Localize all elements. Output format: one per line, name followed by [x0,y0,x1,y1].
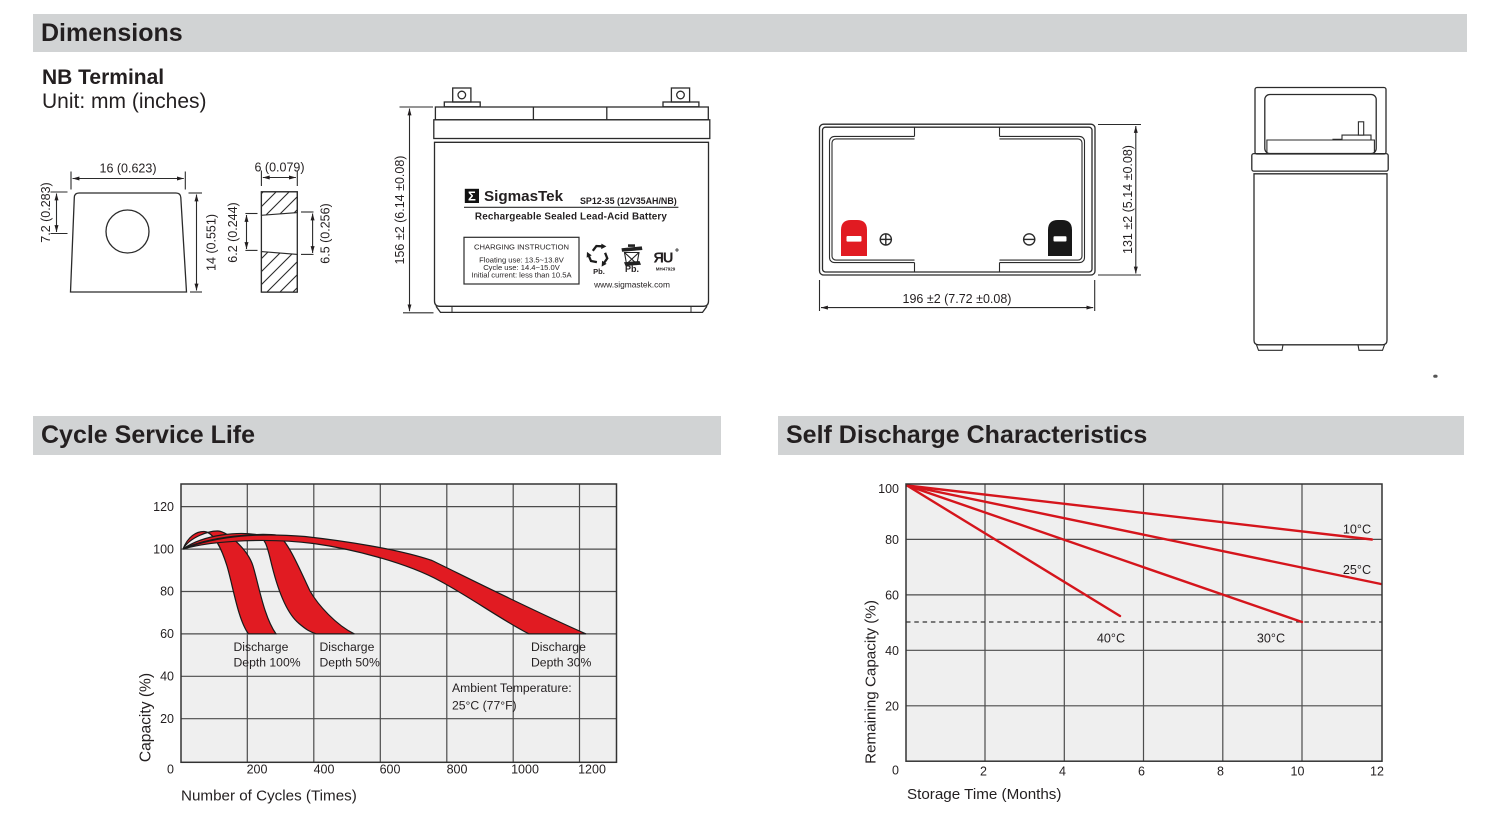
svg-text:6.5 (0.256): 6.5 (0.256) [318,203,332,263]
svg-text:60: 60 [160,627,174,641]
svg-text:Number of Cycles (Times): Number of Cycles (Times) [181,788,357,805]
svg-text:Remaining Capacity (%): Remaining Capacity (%) [863,600,880,764]
svg-text:Rechargeable Sealed Lead-Acid: Rechargeable Sealed Lead-Acid Battery [475,212,668,223]
svg-text:Storage Time (Months): Storage Time (Months) [907,786,1061,803]
svg-text:80: 80 [160,585,174,599]
svg-text:Pb.: Pb. [625,264,639,274]
svg-text:100: 100 [878,482,899,496]
svg-text:1200: 1200 [578,762,606,776]
svg-text:SP12-35 (12V35AH/NB): SP12-35 (12V35AH/NB) [580,196,677,206]
svg-text:6 (0.079): 6 (0.079) [254,161,304,175]
svg-text:Depth 100%: Depth 100% [234,656,301,670]
svg-text:25°C: 25°C [1343,563,1371,577]
svg-text:60: 60 [885,588,899,602]
svg-text:25°C (77°F): 25°C (77°F) [452,699,517,713]
svg-text:400: 400 [314,762,335,776]
svg-text:1000: 1000 [511,762,539,776]
svg-text:100: 100 [153,542,174,556]
svg-text:MH47929: MH47929 [656,267,676,272]
svg-text:Depth 50%: Depth 50% [320,656,380,670]
svg-text:2: 2 [980,765,987,779]
svg-text:10: 10 [1291,765,1305,779]
svg-text:120: 120 [153,500,174,514]
svg-text:Cycle use: 14.4~15.0V: Cycle use: 14.4~15.0V [483,263,561,272]
svg-text:12: 12 [1370,765,1384,779]
svg-text:Initial current: less than 10.: Initial current: less than 10.5A [471,271,572,280]
svg-text:7.2 (0.283): 7.2 (0.283) [39,182,53,242]
svg-text:Capacity (%): Capacity (%) [138,673,155,762]
svg-text:131 ±2 (5.14 ±0.08): 131 ±2 (5.14 ±0.08) [1121,145,1135,254]
svg-text:0: 0 [167,762,174,776]
svg-text:40: 40 [160,670,174,684]
svg-text:8: 8 [1217,765,1224,779]
svg-text:Discharge: Discharge [320,640,375,654]
svg-text:196 ±2 (7.72 ±0.08): 196 ±2 (7.72 ±0.08) [903,292,1012,306]
svg-text:SigmasTek: SigmasTek [484,188,564,205]
svg-text:Discharge: Discharge [531,640,586,654]
svg-text:4: 4 [1059,765,1066,779]
svg-text:6: 6 [1138,765,1145,779]
svg-text:40: 40 [885,644,899,658]
svg-text:www.sigmastek.com: www.sigmastek.com [593,280,670,290]
svg-text:16 (0.623): 16 (0.623) [100,162,157,176]
svg-text:14 (0.551): 14 (0.551) [204,214,218,271]
svg-text:Discharge: Discharge [234,640,289,654]
svg-text:Ambient Temperature:: Ambient Temperature: [452,681,572,695]
svg-text:ЯU: ЯU [654,251,673,267]
svg-text:6.2 (0.244): 6.2 (0.244) [226,202,240,262]
svg-text:Pb.: Pb. [593,267,605,276]
svg-text:Floating use: 13.5~13.8V: Floating use: 13.5~13.8V [479,256,565,265]
svg-text:CHARGING INSTRUCTION: CHARGING INSTRUCTION [474,243,569,252]
svg-text:156 ±2 (6.14 ±0.08): 156 ±2 (6.14 ±0.08) [393,156,407,265]
svg-text:10°C: 10°C [1343,523,1371,537]
svg-text:20: 20 [885,699,899,713]
svg-text:80: 80 [885,533,899,547]
svg-text:Depth 30%: Depth 30% [531,656,591,670]
svg-text:40°C: 40°C [1097,632,1125,646]
svg-text:0: 0 [892,764,899,778]
svg-text:200: 200 [247,762,268,776]
svg-text:30°C: 30°C [1257,632,1285,646]
svg-text:600: 600 [380,762,401,776]
svg-text:20: 20 [160,712,174,726]
svg-text:800: 800 [447,762,468,776]
svg-text:Σ: Σ [468,188,476,203]
